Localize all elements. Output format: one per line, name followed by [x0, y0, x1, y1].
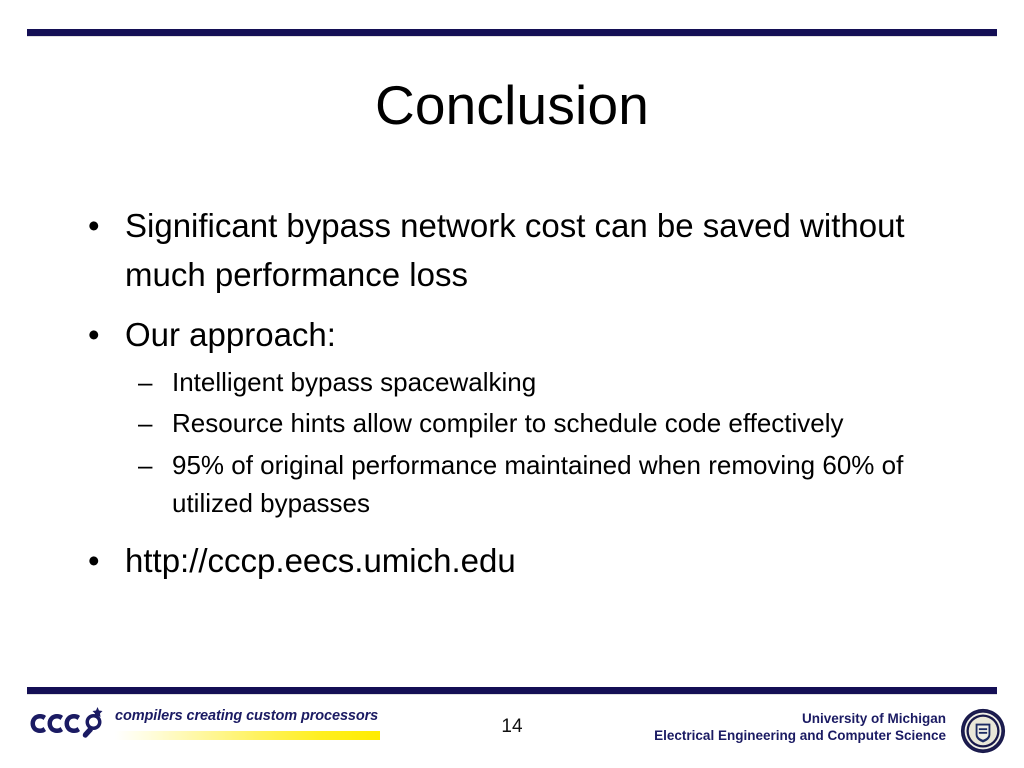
cccp-logo-tagline: compilers creating custom processors	[115, 708, 379, 724]
bullet-item-3: • http://cccp.eecs.umich.edu	[78, 537, 968, 586]
sub-bullet-item-1-text: Intelligent bypass spacewalking	[172, 366, 537, 397]
sub-bullet-item-2-text: Resource hints allow compiler to schedul…	[172, 408, 844, 439]
cccp-logo: compilers creating custom processors	[22, 704, 380, 752]
bullet-marker-icon: •	[88, 207, 100, 244]
bullet-marker-icon: •	[88, 542, 100, 580]
project-url-text[interactable]: http://cccp.eecs.umich.edu	[125, 542, 516, 580]
sub-bullet-item-3-text: 95% of original performance maintained w…	[172, 450, 904, 519]
logo-swoosh-bar	[115, 731, 380, 740]
sub-bullet-item-3: – 95% of original performance maintained…	[78, 447, 968, 523]
bullet-item-1: • Significant bypass network cost can be…	[78, 202, 968, 299]
bullet-item-2: • Our approach:	[78, 311, 968, 360]
university-credit: University of Michigan Electrical Engine…	[654, 710, 946, 744]
university-name: University of Michigan	[801, 711, 946, 726]
sub-bullet-item-1: – Intelligent bypass spacewalking	[78, 364, 968, 402]
cccp-logo-mark-icon	[30, 707, 103, 738]
dash-marker-icon: –	[138, 450, 153, 481]
bullet-item-2-text: Our approach:	[125, 316, 336, 353]
bullet-list: • Significant bypass network cost can be…	[78, 202, 968, 590]
bullet-item-1-text: Significant bypass network cost can be s…	[125, 207, 905, 293]
page-title: Conclusion	[374, 74, 650, 136]
sub-bullet-list: – Intelligent bypass spacewalking – Reso…	[78, 364, 968, 524]
department-name: Electrical Engineering and Computer Scie…	[654, 728, 946, 743]
university-seal-icon	[960, 708, 1006, 754]
dash-marker-icon: –	[138, 366, 153, 397]
bottom-divider-rule	[27, 687, 997, 694]
top-divider-rule	[27, 29, 997, 36]
slide-footer: compilers creating custom processors 14 …	[0, 700, 1024, 768]
page-number: 14	[501, 716, 523, 737]
dash-marker-icon: –	[138, 408, 153, 439]
sub-bullet-item-2: – Resource hints allow compiler to sched…	[78, 405, 968, 443]
bullet-marker-icon: •	[88, 316, 100, 353]
